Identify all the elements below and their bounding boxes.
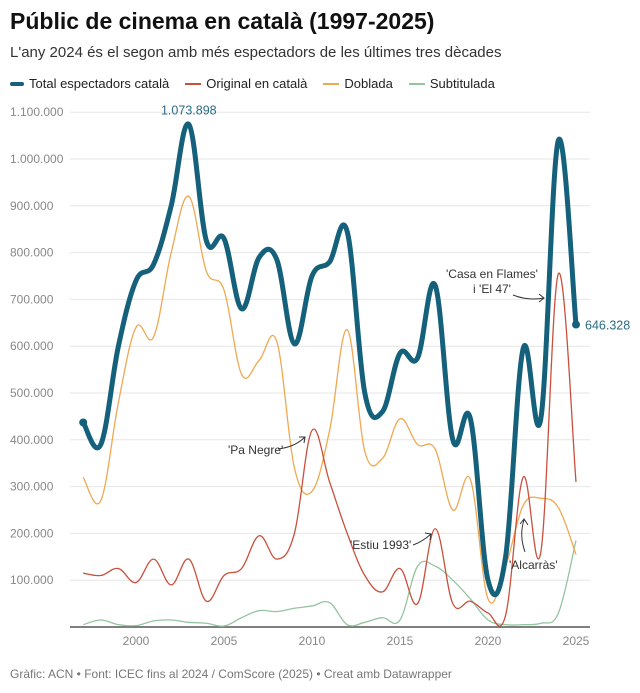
series-line-total-espectadors-català <box>81 121 579 597</box>
series-line-subtitulada <box>83 540 577 627</box>
end-point <box>572 320 580 329</box>
annotation-alcarras: 'Alcarràs' <box>509 558 558 572</box>
legend-item-original: Original en català <box>185 76 307 91</box>
annotation-estiu-1993: 'Estiu 1993' <box>350 538 411 552</box>
annotation-el-47: i 'El 47' <box>473 282 511 296</box>
chart-footer: Gràfic: ACN • Font: ICEC fins al 2024 / … <box>10 667 452 681</box>
annotation-casa-en-flames: 'Casa en Flames' <box>446 267 538 281</box>
x-tick-label: 2020 <box>475 634 502 648</box>
y-tick-label: 500.000 <box>10 386 54 400</box>
y-tick-label: 700.000 <box>10 292 54 306</box>
y-tick-label: 200.000 <box>10 526 54 540</box>
y-tick-label: 300.000 <box>10 480 54 494</box>
legend-item-total: Total espectadors català <box>10 76 169 91</box>
annotation-pa-negre: 'Pa Negre' <box>228 443 283 457</box>
x-tick-label: 2005 <box>211 634 238 648</box>
x-tick-label: 2025 <box>563 634 590 648</box>
annotation-arrow <box>519 518 529 553</box>
legend-label: Total espectadors català <box>29 76 170 91</box>
x-tick-label: 2010 <box>299 634 326 648</box>
legend-label: Original en català <box>206 76 308 91</box>
annotation-arrow <box>412 532 432 546</box>
y-tick-label: 900.000 <box>10 199 54 213</box>
series-line-original-en-català <box>83 272 577 627</box>
annotation-arrow <box>512 293 545 303</box>
legend-label: Doblada <box>344 76 393 91</box>
x-tick-label: 2000 <box>123 634 150 648</box>
legend-item-subtitulada: Subtitulada <box>408 76 495 91</box>
legend: Total espectadors català Original en cat… <box>10 76 495 91</box>
annotation-arrow <box>277 436 306 450</box>
y-tick-label: 800.000 <box>10 246 54 260</box>
y-tick-label: 400.000 <box>10 433 54 447</box>
legend-swatch <box>185 82 202 85</box>
chart-subtitle: L'any 2024 és el segon amb més espectado… <box>10 44 502 61</box>
legend-swatch <box>323 82 340 85</box>
chart-title: Públic de cinema en català (1997-2025) <box>10 8 435 34</box>
x-tick-label: 2015 <box>387 634 414 648</box>
legend-item-doblada: Doblada <box>323 76 393 91</box>
data-label-last: 646.328 <box>585 319 630 333</box>
y-tick-label: 100.000 <box>10 573 54 587</box>
y-tick-label: 600.000 <box>10 339 54 353</box>
legend-label: Subtitulada <box>429 76 495 91</box>
data-label-peak: 1.073.898 <box>161 103 217 117</box>
legend-swatch <box>408 82 425 85</box>
start-point <box>79 418 88 427</box>
y-tick-label: 1.000.000 <box>10 152 64 166</box>
y-tick-label: 1.100.000 <box>10 105 64 119</box>
series-line-doblada <box>82 195 577 604</box>
legend-swatch <box>10 81 24 86</box>
